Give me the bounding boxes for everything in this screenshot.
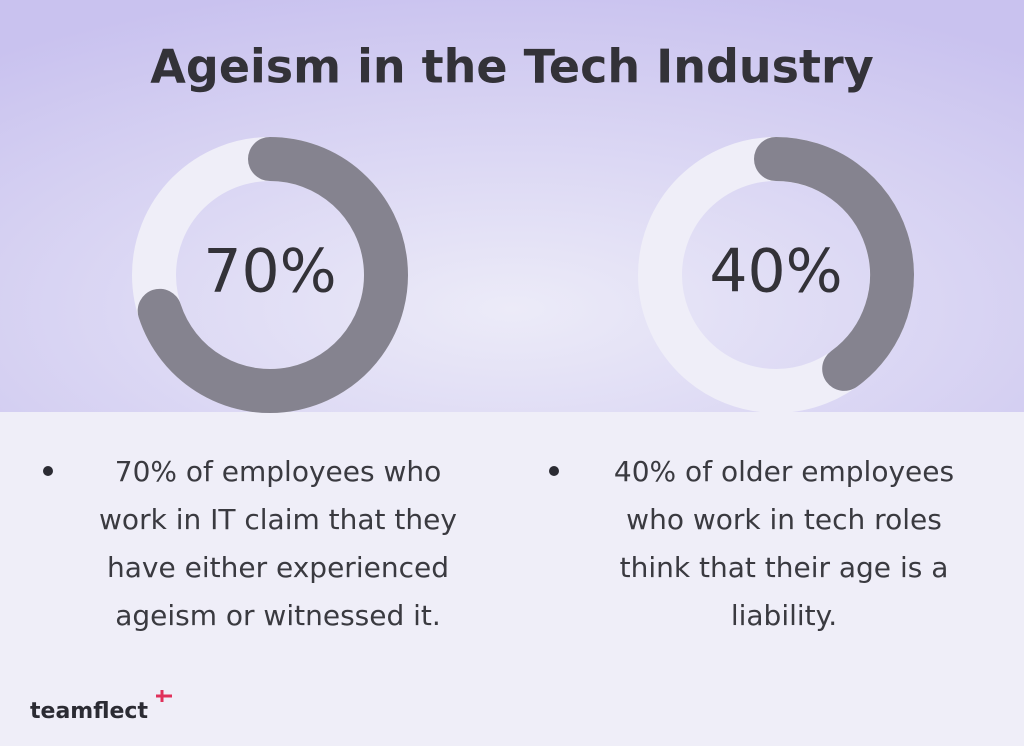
value-label: 70% <box>203 237 336 307</box>
caption: 40% of older employees who work in tech … <box>613 455 955 632</box>
caption: 70% of employees who work in IT claim th… <box>99 455 457 632</box>
bullet <box>43 466 53 476</box>
donut-arc <box>137 137 408 413</box>
bullet <box>549 466 559 476</box>
logo-icon <box>156 690 172 702</box>
value-label: 40% <box>709 237 842 307</box>
donut-arc <box>754 137 914 391</box>
logo: teamflect <box>30 699 148 724</box>
title: Ageism in the Tech Industry <box>150 40 873 94</box>
